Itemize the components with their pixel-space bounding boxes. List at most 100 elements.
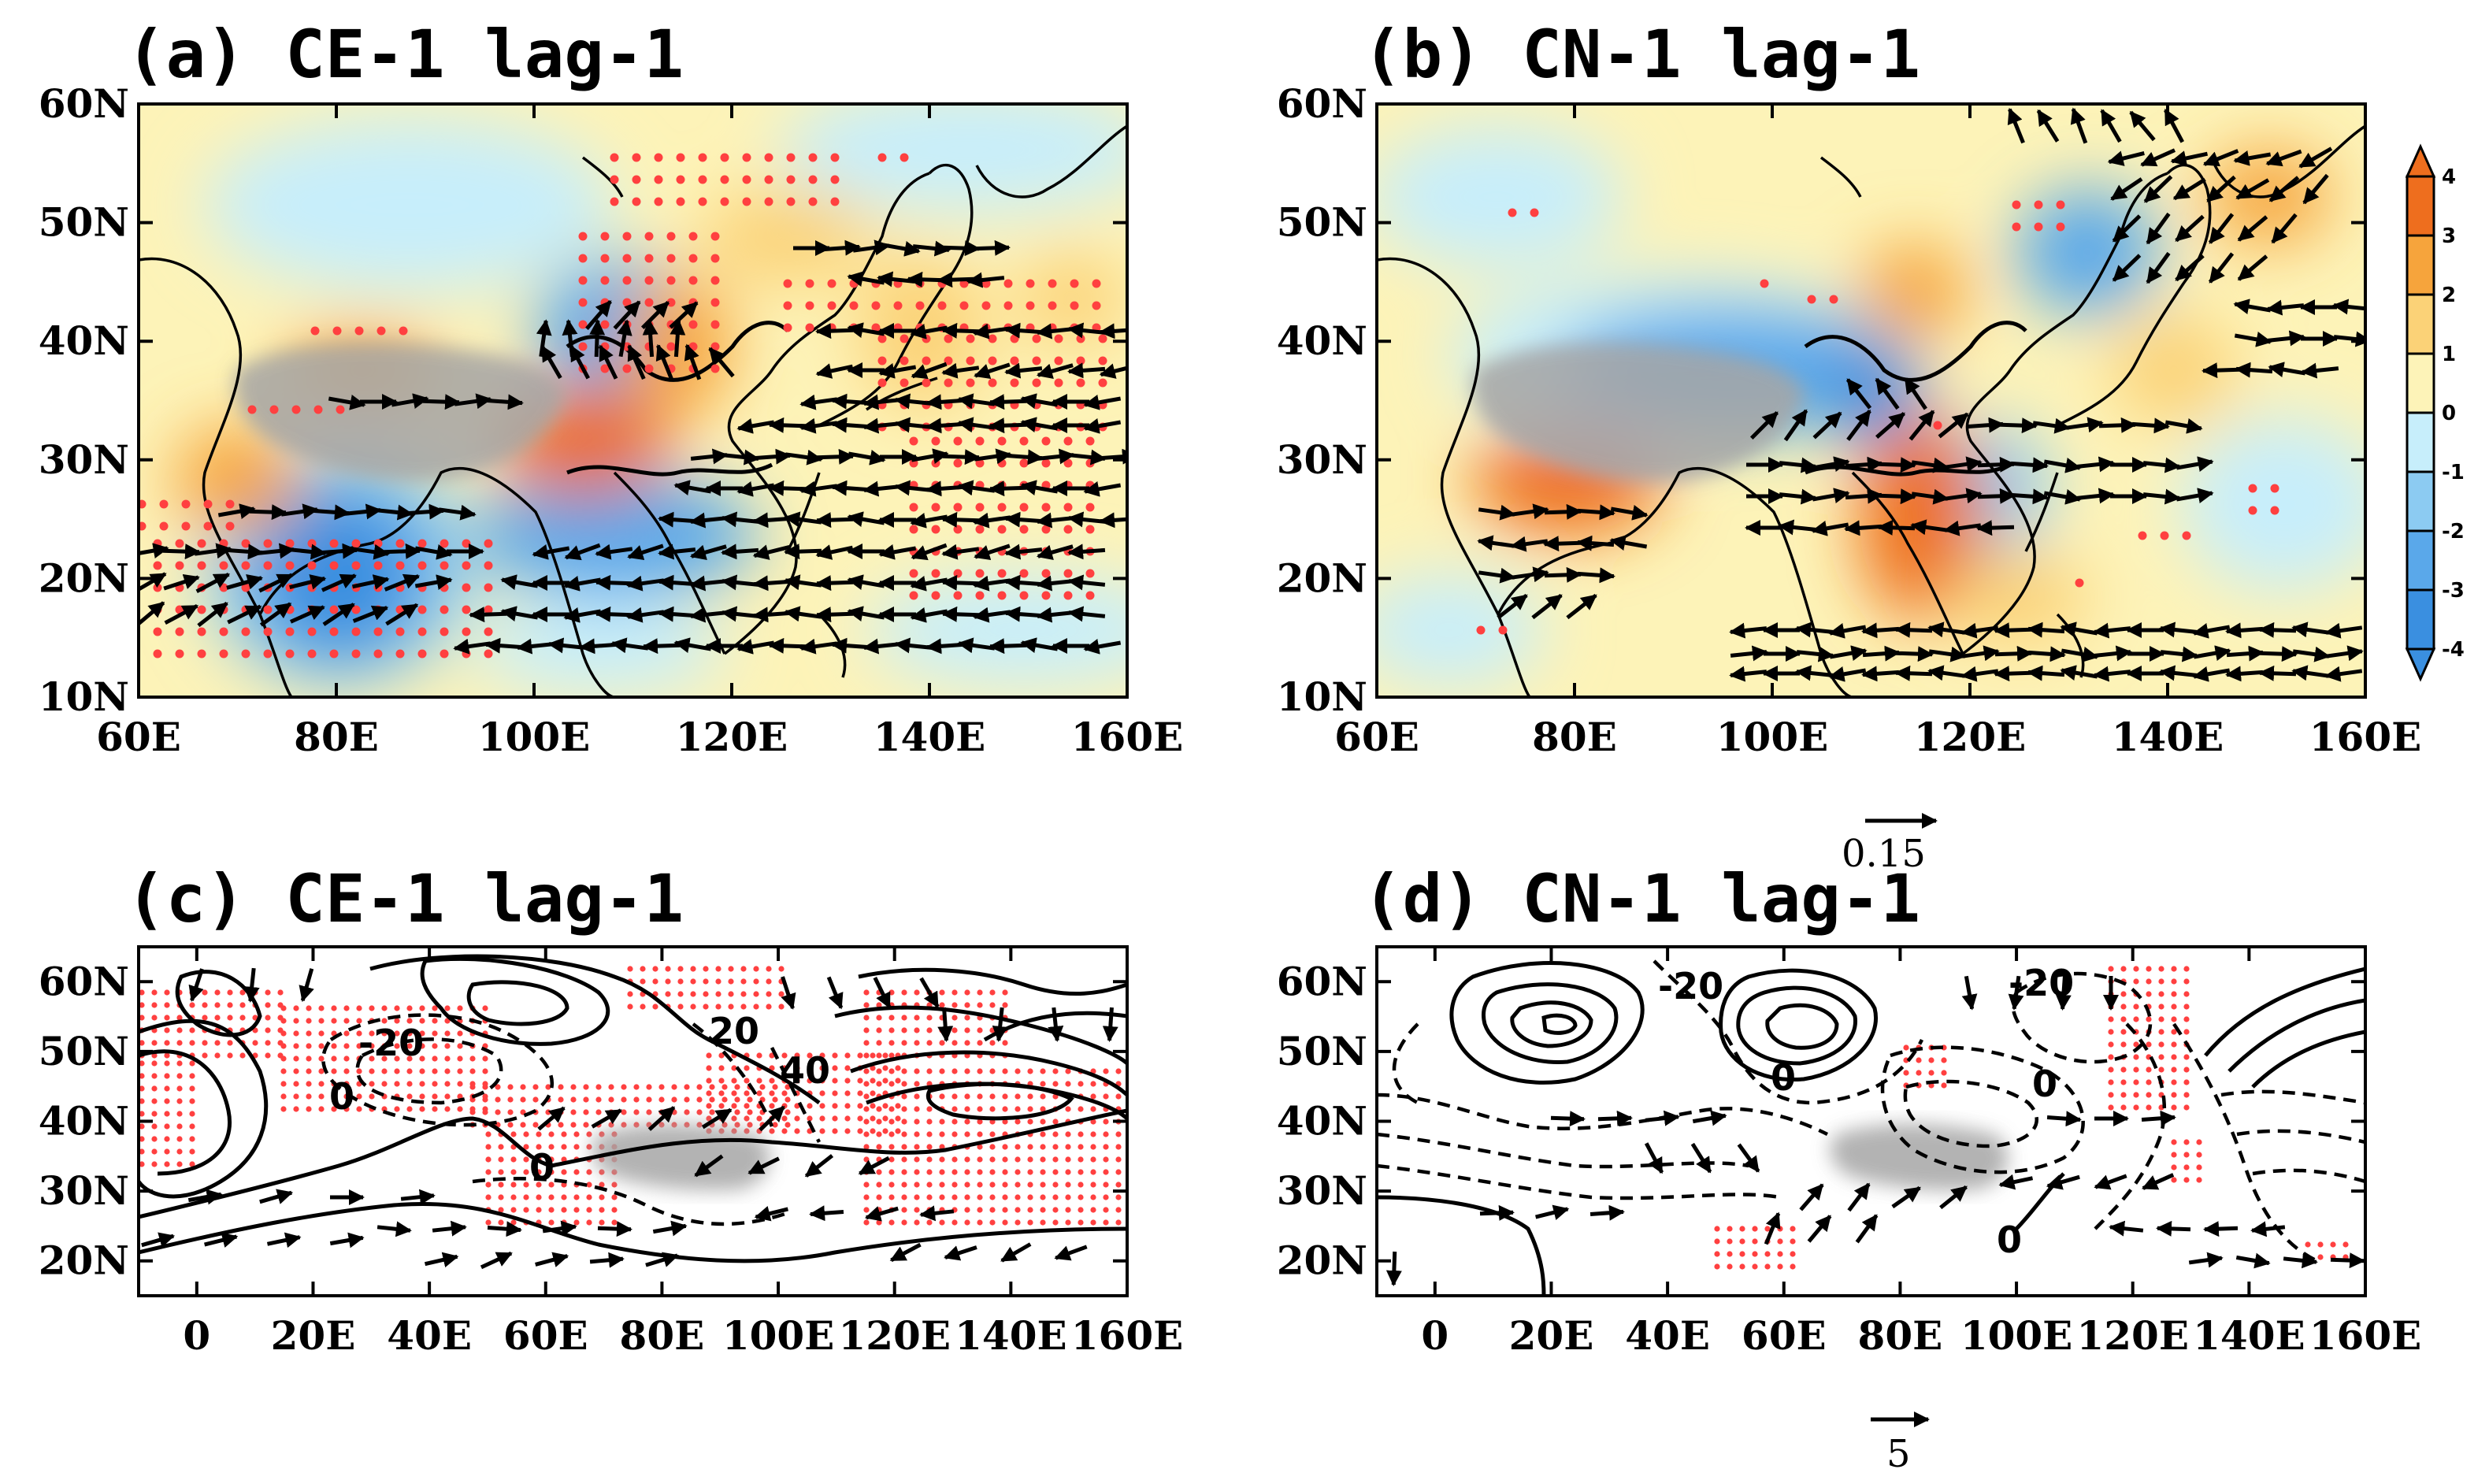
wind-arrow	[299, 968, 314, 1003]
stipple-dot	[395, 627, 405, 636]
stipple-dot	[677, 978, 684, 985]
stipple-dot	[318, 1043, 325, 1049]
stipple-dot	[176, 1136, 183, 1142]
stipple-dot	[1078, 1081, 1084, 1087]
stipple-dot	[778, 966, 785, 972]
stipple-dot	[354, 326, 364, 336]
stipple-dot	[176, 1060, 183, 1067]
stipple-dot	[718, 1078, 725, 1084]
stipple-dot	[2133, 1104, 2139, 1111]
stipple-dot	[394, 1068, 400, 1074]
wind-arrow	[941, 322, 980, 339]
stipple-dot	[785, 1096, 791, 1103]
stipple-dot	[937, 301, 947, 310]
stipple-dot	[419, 1106, 425, 1112]
stipple-dot	[1040, 1194, 1046, 1200]
stipple-dot	[351, 649, 361, 659]
colorbar-label: 0	[2442, 402, 2456, 425]
stipple-dot	[2183, 1054, 2190, 1060]
stipple-dot	[844, 1052, 851, 1059]
stipple-dot	[351, 561, 361, 570]
stipple-dot	[444, 1030, 451, 1037]
stipple-dot	[953, 436, 963, 446]
wind-arrow	[941, 362, 980, 379]
stipple-dot	[966, 378, 975, 388]
stipple-dot	[1090, 1131, 1096, 1137]
stipple-dot	[176, 1161, 183, 1167]
stipple-dot	[225, 499, 235, 509]
wind-arrow	[1894, 665, 1933, 681]
stipple-dot	[164, 1098, 170, 1104]
stipple-dot	[698, 197, 707, 206]
stipple-dot	[895, 1128, 901, 1134]
stipple-dot	[2183, 1139, 2190, 1145]
wind-arrow	[1783, 409, 1808, 442]
stipple-dot	[857, 1090, 863, 1096]
stipple-dot	[139, 1123, 145, 1130]
stipple-dot	[1015, 1144, 1021, 1150]
stipple-dot	[1052, 1131, 1059, 1137]
stipple-dot	[964, 1131, 970, 1137]
stipple-dot	[356, 1093, 362, 1100]
stipple-dot	[2171, 978, 2177, 985]
lon-tick-label: 120E	[676, 714, 788, 760]
stipple-dot	[781, 1128, 788, 1134]
stipple-dot	[901, 1182, 907, 1188]
stipple-dot	[2317, 1241, 2324, 1248]
stipple-dot	[536, 1182, 542, 1188]
stipple-dot	[197, 561, 206, 570]
wind-arrow	[781, 976, 796, 1010]
stipple-dot	[2146, 966, 2152, 972]
stipple-dot	[139, 1111, 145, 1117]
stipple-dot	[306, 1043, 312, 1049]
wind-arrow	[2160, 646, 2198, 662]
stipple-dot	[2158, 978, 2164, 985]
stipple-dot	[394, 1018, 400, 1024]
stipple-dot	[677, 1004, 684, 1010]
stipple-dot	[381, 1030, 388, 1037]
stipple-dot	[900, 378, 909, 388]
stipple-dot	[901, 1027, 907, 1033]
stipple-dot	[484, 605, 493, 614]
wind-arrow	[1099, 323, 1127, 339]
wind-arrow	[1828, 666, 1867, 682]
stipple-dot	[769, 1090, 775, 1096]
stipple-dot	[951, 1106, 958, 1112]
stipple-dot	[153, 583, 162, 592]
wind-arrow	[328, 395, 366, 410]
stipple-dot	[343, 1043, 350, 1049]
wind-vectors	[139, 239, 1127, 655]
stipple-dot	[1078, 1207, 1084, 1213]
wind-arrow	[1807, 1215, 1832, 1243]
stipple-dot	[561, 1219, 567, 1226]
stipple-dot	[306, 1055, 312, 1062]
stipple-dot	[175, 539, 184, 548]
stipple-dot	[151, 1123, 158, 1130]
colorbar-label: -2	[2442, 520, 2465, 544]
stipple-dot	[578, 342, 588, 351]
stipple-dot	[764, 175, 773, 184]
stipple-dot	[939, 1194, 945, 1200]
lon-tick-label: 120E	[1914, 714, 2026, 760]
stipple-dot	[914, 1040, 920, 1046]
wind-arrow	[2192, 666, 2231, 682]
stipple-dot	[882, 1103, 888, 1109]
stipple-dot	[989, 1144, 996, 1150]
wind-arrow	[2055, 975, 2072, 1011]
wind-arrow	[972, 239, 1011, 256]
stipple-dot	[863, 989, 870, 996]
stipple-dot	[1078, 1194, 1084, 1200]
stipple-dot	[1065, 1081, 1071, 1087]
stipple-dot	[876, 1182, 882, 1188]
stipple-dot	[753, 978, 759, 985]
stipple-dot	[781, 1052, 788, 1059]
stipple-dot	[1041, 525, 1051, 534]
stipple-dot	[561, 1169, 567, 1175]
wind-arrow	[1543, 536, 1582, 552]
wind-arrow	[1878, 457, 1916, 473]
stipple-dot	[2146, 1092, 2152, 1098]
wind-arrow	[658, 544, 696, 560]
wind-arrow	[989, 480, 1027, 497]
stipple-dot	[1777, 1226, 1783, 1232]
stipple-dot	[548, 1219, 555, 1226]
